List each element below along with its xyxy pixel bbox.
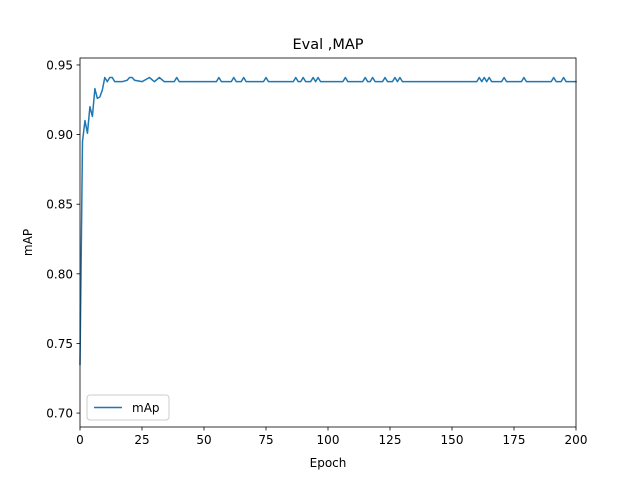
y-axis-label: mAP: [21, 229, 35, 256]
y-tick-label: 0.80: [46, 267, 73, 281]
legend-box: [86, 394, 170, 421]
plot-area: [79, 76, 577, 366]
x-tick-label: 175: [503, 433, 526, 447]
chart-title: Eval ,MAP: [292, 37, 363, 53]
x-tick-label: 150: [441, 433, 464, 447]
x-tick-label: 25: [134, 433, 149, 447]
y-tick-label: 0.75: [46, 337, 73, 351]
legend: mAp: [86, 394, 170, 421]
y-axis: 0.70 0.75 0.80 0.85 0.90 0.95: [46, 58, 80, 421]
x-axis-label: Epoch: [310, 456, 347, 470]
x-tick-label: 125: [379, 433, 402, 447]
x-tick-label: 50: [196, 433, 211, 447]
x-tick-label: 200: [565, 433, 588, 447]
series-line-0: [79, 76, 577, 366]
y-tick-label: 0.85: [46, 198, 73, 212]
y-tick-label: 0.70: [46, 407, 73, 421]
legend-series-label: mAp: [132, 401, 160, 415]
x-tick-label: 0: [76, 433, 84, 447]
x-tick-label: 75: [258, 433, 273, 447]
x-tick-label: 100: [317, 433, 340, 447]
x-axis: 0 25 50 75 100 125 150 175 200: [76, 427, 587, 447]
y-tick-label: 0.95: [46, 58, 73, 72]
y-tick-label: 0.90: [46, 128, 73, 142]
